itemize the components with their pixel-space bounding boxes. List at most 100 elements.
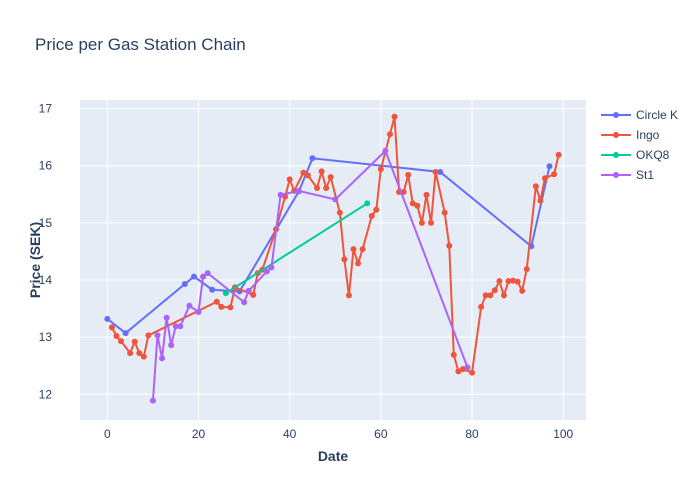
data-point[interactable]: [441, 209, 448, 216]
data-point[interactable]: [345, 292, 352, 299]
data-point[interactable]: [500, 292, 507, 299]
data-point[interactable]: [455, 368, 462, 375]
data-point[interactable]: [163, 314, 170, 321]
data-point[interactable]: [551, 171, 558, 178]
data-point[interactable]: [414, 202, 421, 209]
data-point[interactable]: [386, 131, 393, 138]
data-point[interactable]: [154, 332, 161, 339]
data-point[interactable]: [195, 309, 202, 315]
data-point[interactable]: [514, 278, 521, 285]
data-point[interactable]: [323, 185, 330, 191]
data-point[interactable]: [122, 330, 129, 337]
data-point[interactable]: [186, 302, 193, 309]
data-point[interactable]: [541, 175, 548, 182]
data-point[interactable]: [382, 147, 389, 154]
data-point[interactable]: [177, 323, 184, 330]
data-point[interactable]: [532, 183, 539, 190]
legend-label: OKQ8: [636, 148, 670, 162]
data-point[interactable]: [277, 191, 284, 198]
data-point[interactable]: [432, 169, 439, 175]
data-point[interactable]: [309, 155, 316, 162]
data-point[interactable]: [364, 200, 371, 207]
data-point[interactable]: [505, 278, 512, 285]
series-okq8: [222, 200, 371, 297]
data-point[interactable]: [341, 256, 348, 263]
data-point[interactable]: [268, 264, 275, 271]
data-point[interactable]: [428, 219, 435, 226]
data-point[interactable]: [510, 277, 517, 284]
data-point[interactable]: [446, 242, 453, 249]
data-point[interactable]: [519, 287, 526, 294]
data-point[interactable]: [127, 350, 134, 357]
data-point[interactable]: [222, 290, 229, 297]
data-point[interactable]: [304, 172, 311, 179]
data-point[interactable]: [391, 113, 398, 120]
data-point[interactable]: [546, 163, 553, 170]
data-point[interactable]: [355, 260, 362, 267]
series-line: [225, 202, 368, 294]
data-point[interactable]: [213, 298, 220, 305]
data-point[interactable]: [459, 366, 466, 373]
data-point[interactable]: [336, 209, 343, 216]
data-point[interactable]: [487, 292, 494, 299]
data-point[interactable]: [373, 206, 380, 213]
data-point[interactable]: [241, 299, 248, 306]
data-point[interactable]: [555, 151, 562, 158]
data-point[interactable]: [314, 185, 321, 191]
legend-swatch-marker: [613, 112, 619, 118]
data-point[interactable]: [250, 291, 257, 298]
data-point[interactable]: [523, 266, 530, 273]
legend-item[interactable]: Circle K: [601, 108, 678, 122]
data-point[interactable]: [423, 191, 430, 198]
data-point[interactable]: [145, 332, 152, 339]
data-point[interactable]: [482, 292, 489, 299]
data-point[interactable]: [496, 278, 503, 285]
data-point[interactable]: [300, 169, 307, 176]
data-point[interactable]: [469, 369, 476, 376]
data-point[interactable]: [200, 273, 207, 280]
y-tick-label: 12: [39, 387, 53, 401]
data-point[interactable]: [318, 168, 325, 175]
data-point[interactable]: [218, 303, 225, 310]
data-point[interactable]: [181, 281, 188, 287]
data-point[interactable]: [149, 397, 156, 404]
data-point[interactable]: [104, 315, 111, 322]
data-point[interactable]: [159, 355, 166, 362]
data-point[interactable]: [113, 333, 120, 339]
data-point[interactable]: [172, 323, 179, 330]
data-point[interactable]: [377, 166, 384, 173]
data-point[interactable]: [478, 303, 485, 310]
data-point[interactable]: [327, 174, 334, 181]
legend-label: Ingo: [636, 128, 660, 142]
data-point[interactable]: [263, 268, 270, 275]
data-point[interactable]: [437, 169, 444, 175]
data-point[interactable]: [108, 324, 115, 331]
data-point[interactable]: [368, 213, 375, 219]
data-point[interactable]: [131, 338, 138, 345]
data-point[interactable]: [286, 176, 293, 183]
data-point[interactable]: [118, 338, 125, 345]
data-point[interactable]: [464, 364, 471, 371]
data-point[interactable]: [245, 287, 252, 294]
data-point[interactable]: [491, 287, 498, 294]
data-point[interactable]: [359, 246, 366, 253]
legend-item[interactable]: Ingo: [601, 128, 660, 142]
data-point[interactable]: [190, 273, 197, 280]
data-point[interactable]: [409, 200, 416, 207]
legend-item[interactable]: St1: [601, 168, 654, 182]
y-tick-label: 13: [39, 330, 53, 344]
data-point[interactable]: [537, 197, 544, 204]
data-point[interactable]: [227, 304, 234, 311]
data-point[interactable]: [332, 196, 339, 203]
data-point[interactable]: [295, 187, 302, 194]
legend-item[interactable]: OKQ8: [601, 148, 670, 162]
data-point[interactable]: [450, 351, 457, 358]
data-point[interactable]: [204, 270, 211, 277]
data-point[interactable]: [168, 342, 175, 349]
data-point[interactable]: [405, 171, 412, 178]
data-point[interactable]: [418, 219, 425, 226]
data-point[interactable]: [140, 353, 147, 360]
data-point[interactable]: [350, 246, 357, 253]
data-point[interactable]: [209, 286, 216, 293]
data-point[interactable]: [136, 350, 143, 357]
